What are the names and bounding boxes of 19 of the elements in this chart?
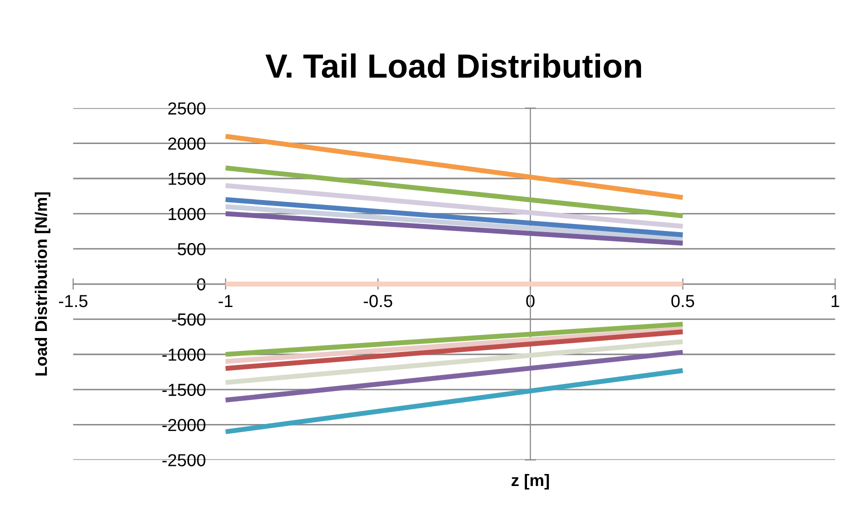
y-tick-label: 2000	[168, 137, 206, 150]
x-tick-label: -1	[218, 295, 232, 308]
y-axis-title: Load Distribution [N/m]	[34, 192, 50, 376]
y-tick-label: 1500	[168, 172, 206, 185]
x-tick-label: -1.5	[59, 295, 88, 308]
x-tick-label: 1	[832, 295, 840, 308]
chart-title: V. Tail Load Distribution	[266, 53, 642, 78]
y-tick-label: -2500	[162, 454, 206, 466]
y-tick-label: 2500	[168, 102, 206, 115]
y-tick-label: -1500	[162, 384, 206, 396]
x-tick-label: -0.5	[364, 294, 392, 308]
x-axis-title: z [m]	[512, 474, 549, 490]
y-tick-label: -500	[172, 313, 206, 326]
y-tick-label: 500	[178, 243, 206, 256]
y-tick-label: -2000	[162, 418, 206, 432]
y-tick-label: 1000	[168, 208, 206, 220]
y-tick-label: -1000	[162, 348, 206, 361]
x-tick-label: 0.5	[671, 294, 694, 308]
x-tick-label: 0	[526, 294, 535, 308]
